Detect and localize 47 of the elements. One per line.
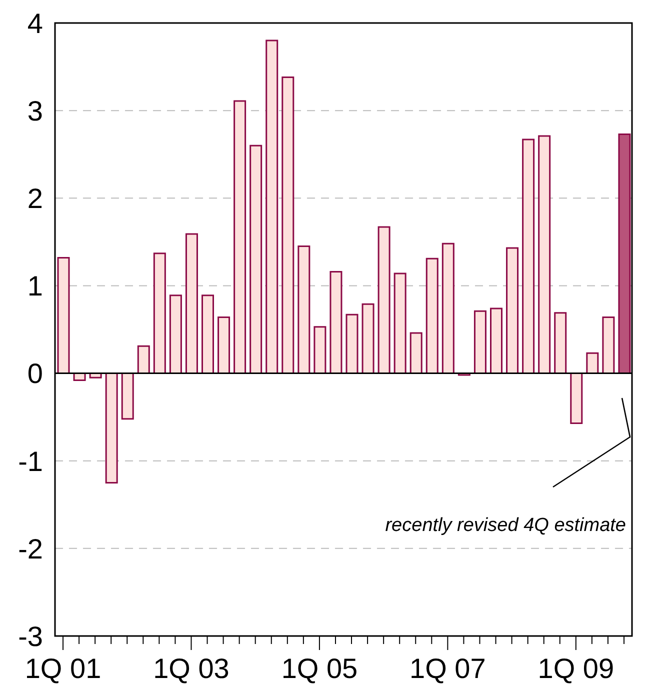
annotation: recently revised 4Q estimate: [385, 515, 626, 537]
bar: [57, 256, 70, 374]
bar: [121, 372, 134, 420]
bar: [314, 326, 326, 374]
bar: [169, 294, 182, 374]
bar: [250, 144, 262, 374]
y-tick-label: 0: [27, 358, 43, 390]
x-tick-label: 1Q 09: [538, 653, 614, 684]
y-tick-label: 3: [27, 96, 43, 127]
bar: [538, 135, 551, 374]
bar: [586, 352, 599, 374]
bar: [426, 258, 438, 374]
bar: [105, 372, 118, 484]
x-tick-label: 1Q 07: [410, 653, 486, 684]
bar: [378, 226, 390, 374]
bar: [394, 272, 406, 374]
bar: [410, 332, 422, 374]
y-tick-label: 1: [27, 270, 43, 302]
bar: [298, 246, 310, 374]
x-tick-label: 1Q 01: [24, 653, 102, 684]
bar: [202, 294, 214, 374]
bar: [153, 252, 166, 374]
bar: [266, 40, 278, 374]
bar: [618, 133, 631, 374]
bar: [330, 270, 342, 374]
bar: [218, 316, 230, 374]
bar: [490, 308, 502, 374]
y-tick-label: -3: [18, 620, 43, 652]
bar: [474, 310, 486, 374]
y-tick-label: -1: [18, 446, 43, 477]
y-tick-label: -2: [18, 533, 43, 564]
bar: [570, 372, 583, 424]
bar: [282, 76, 294, 374]
bar: [362, 303, 374, 374]
bar: [522, 138, 535, 374]
x-tick-label: 1Q 03: [153, 653, 230, 684]
bar: [554, 312, 567, 374]
bar: [602, 316, 615, 374]
bar: [137, 345, 150, 374]
bar: [234, 100, 246, 374]
bar: [185, 233, 198, 374]
bar: [442, 242, 454, 374]
bar: [506, 247, 519, 374]
x-tick-label: 1Q 05: [281, 653, 358, 684]
bar: [346, 314, 358, 374]
y-tick-label: 4: [27, 8, 43, 39]
y-tick-label: 2: [27, 183, 43, 214]
